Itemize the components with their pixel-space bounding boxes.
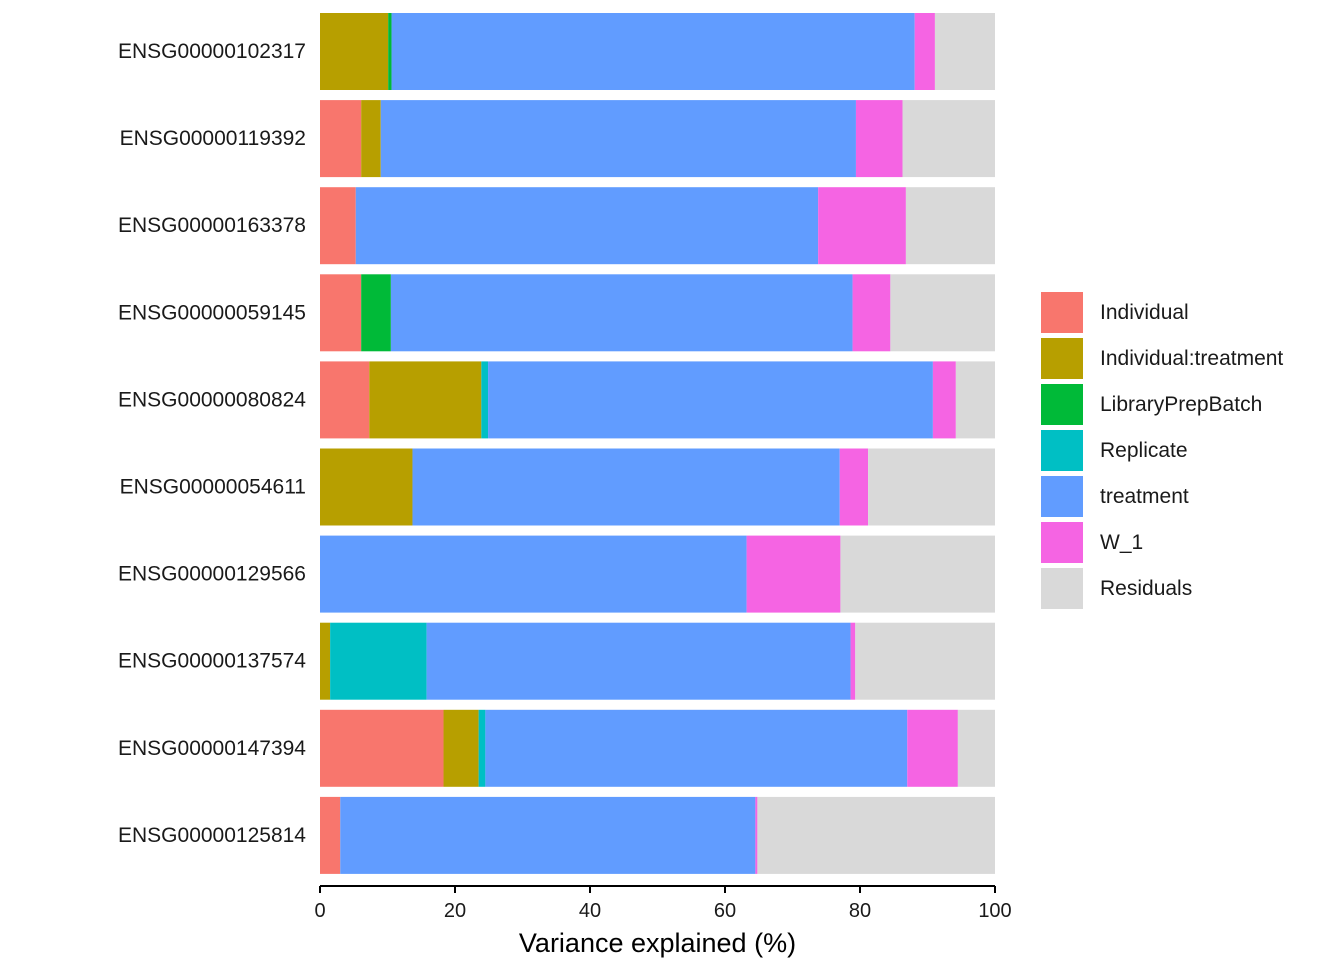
legend-label-0: Individual (1100, 301, 1189, 324)
category-label: ENSG00000129566 (118, 563, 306, 586)
bar-segment-1-1 (361, 100, 381, 178)
x-tick-label: 40 (579, 900, 601, 922)
legend: Individual Individual:treatment LibraryPre… (1041, 292, 1283, 609)
bar-segment-8-4 (485, 709, 908, 787)
bar-segment-5-1 (320, 448, 413, 526)
bar-segment-9-4 (340, 796, 756, 874)
bar-segment-7-1 (320, 622, 331, 700)
bar-segment-4-4 (488, 361, 933, 439)
category-label: ENSG00000059145 (118, 301, 306, 324)
bar-segment-0-6 (934, 13, 995, 90)
bar-segment-3-6 (890, 274, 995, 352)
legend-label-2: LibraryPrepBatch (1100, 393, 1262, 416)
bar-segment-9-6 (757, 796, 995, 874)
category-label: ENSG00000163378 (118, 214, 306, 237)
legend-key-0 (1041, 292, 1083, 333)
bar-segment-4-6 (955, 361, 995, 439)
bar-segment-4-1 (369, 361, 482, 439)
bar-segment-7-5 (850, 622, 856, 700)
bar-segment-7-4 (426, 622, 851, 700)
bar-segment-0-2 (388, 13, 392, 90)
bar-segment-6-4 (320, 535, 747, 613)
bar-segment-2-4 (355, 187, 819, 265)
x-tick-label: 60 (714, 900, 736, 922)
category-label: ENSG00000102317 (118, 40, 306, 63)
y-axis-labels: ENSG00000102317 ENSG00000119392 ENSG000001… (118, 40, 306, 847)
category-label: ENSG00000119392 (120, 127, 306, 150)
bar-segment-4-3 (481, 361, 489, 439)
bar-segment-1-5 (855, 100, 903, 178)
bar-segment-1-6 (902, 100, 995, 178)
bar-segment-0-5 (914, 13, 935, 90)
bar-segment-6-5 (746, 535, 841, 613)
category-label: ENSG00000125814 (118, 824, 306, 847)
bar-segment-9-5 (755, 796, 758, 874)
bar-segment-8-5 (907, 709, 958, 787)
legend-label-1: Individual:treatment (1100, 347, 1283, 370)
legend-label-3: Replicate (1100, 439, 1188, 462)
bar-segment-7-3 (330, 622, 427, 700)
legend-key-6 (1041, 568, 1083, 609)
legend-label-5: W_1 (1100, 531, 1143, 554)
legend-label-6: Residuals (1100, 577, 1192, 600)
category-label: ENSG00000147394 (118, 737, 306, 760)
bar-segment-5-5 (839, 448, 869, 526)
bar-segment-8-3 (478, 709, 486, 787)
legend-key-5 (1041, 522, 1083, 563)
bar-segment-2-5 (818, 187, 906, 265)
x-tick-label: 100 (978, 900, 1011, 922)
bar-segment-3-5 (852, 274, 891, 352)
x-axis-title: Variance explained (%) (519, 928, 796, 958)
bar-segment-8-1 (443, 709, 479, 787)
x-axis: 0 20 40 60 80 100 (314, 885, 1012, 922)
bar-segment-5-4 (412, 448, 840, 526)
bars-layer (320, 13, 995, 874)
bar-segment-3-4 (390, 274, 853, 352)
legend-key-2 (1041, 384, 1083, 425)
bar-segment-4-0 (320, 361, 370, 439)
bar-segment-8-0 (320, 709, 444, 787)
x-tick-label: 80 (849, 900, 871, 922)
bar-segment-0-1 (320, 13, 389, 90)
legend-key-1 (1041, 338, 1083, 379)
x-tick-label: 0 (314, 900, 325, 922)
bar-segment-4-5 (932, 361, 956, 439)
bar-segment-5-6 (868, 448, 995, 526)
bar-segment-7-6 (855, 622, 995, 700)
bar-segment-1-4 (380, 100, 856, 178)
bar-segment-8-6 (957, 709, 995, 787)
bar-segment-2-6 (905, 187, 995, 265)
bar-segment-9-0 (320, 796, 341, 874)
category-label: ENSG00000080824 (118, 388, 306, 411)
category-label: ENSG00000054611 (120, 476, 306, 499)
legend-label-4: treatment (1100, 485, 1189, 508)
legend-key-4 (1041, 476, 1083, 517)
bar-segment-1-0 (320, 100, 362, 178)
legend-key-3 (1041, 430, 1083, 471)
bar-segment-2-0 (320, 187, 356, 265)
bar-segment-6-6 (840, 535, 995, 613)
bar-segment-3-0 (320, 274, 362, 352)
category-label: ENSG00000137574 (118, 650, 306, 673)
bar-segment-3-2 (361, 274, 391, 352)
bar-segment-0-4 (391, 13, 915, 90)
x-tick-label: 20 (444, 900, 466, 922)
